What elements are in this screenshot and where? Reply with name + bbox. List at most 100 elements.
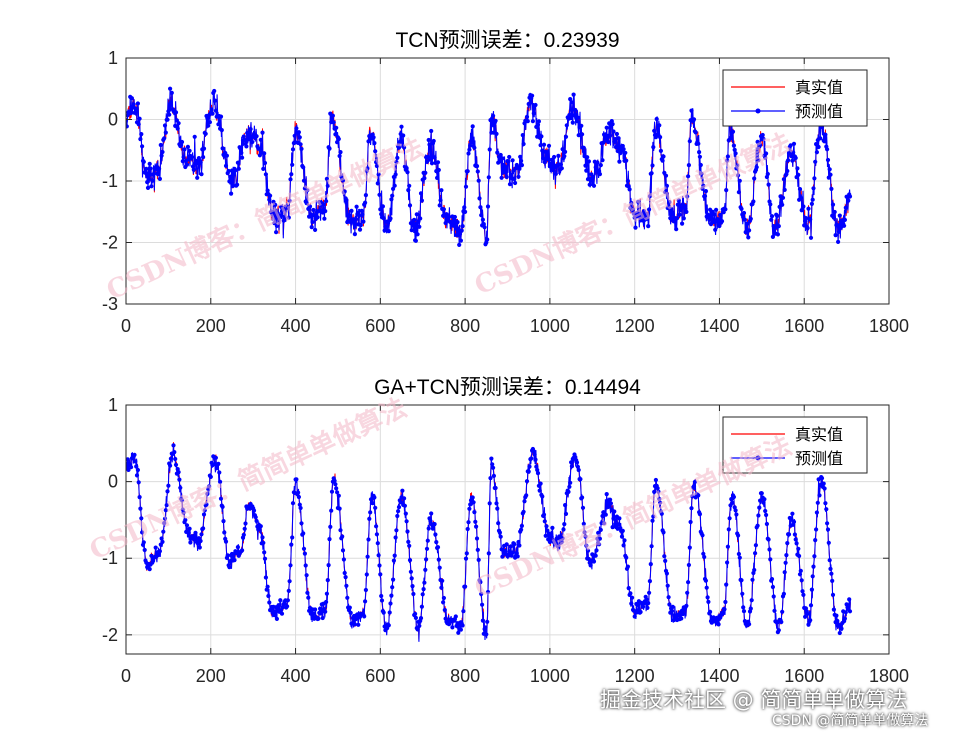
data-point <box>506 159 511 164</box>
data-point <box>801 204 806 209</box>
data-point <box>825 521 830 526</box>
data-point <box>489 456 494 461</box>
data-point <box>797 572 803 577</box>
data-point <box>708 609 713 615</box>
data-point <box>201 146 207 151</box>
data-point <box>374 532 379 537</box>
data-point <box>311 611 316 616</box>
data-point <box>330 113 335 118</box>
data-point <box>263 575 268 580</box>
data-point <box>428 518 433 524</box>
data-point <box>161 529 166 534</box>
data-point <box>650 163 655 168</box>
data-point <box>363 200 368 205</box>
data-point <box>663 558 668 564</box>
data-point <box>266 593 271 599</box>
data-point <box>805 226 810 231</box>
data-point <box>338 528 343 533</box>
data-point <box>621 147 626 152</box>
data-point <box>159 153 164 158</box>
data-point <box>157 549 162 554</box>
data-point <box>353 217 358 222</box>
data-point <box>296 130 301 135</box>
data-point <box>441 207 446 212</box>
data-point <box>596 530 601 536</box>
data-point <box>129 465 134 470</box>
data-point <box>686 163 692 168</box>
data-point <box>157 166 162 171</box>
data-point <box>375 541 380 546</box>
data-point <box>836 229 842 234</box>
data-point <box>367 516 372 522</box>
data-point <box>218 496 224 501</box>
data-point <box>828 172 833 177</box>
data-point <box>290 147 296 152</box>
data-point <box>429 128 434 134</box>
data-point <box>680 611 686 617</box>
data-point <box>608 133 613 138</box>
data-point <box>666 595 671 600</box>
data-point <box>262 550 267 555</box>
data-point <box>847 194 853 199</box>
data-point <box>775 232 781 237</box>
data-point <box>647 579 653 584</box>
data-point <box>613 137 618 142</box>
data-point <box>254 134 259 139</box>
data-point <box>303 563 308 568</box>
data-point <box>207 484 212 489</box>
data-point <box>733 508 738 513</box>
data-point <box>724 582 729 587</box>
data-point <box>739 206 744 211</box>
data-point <box>168 456 173 461</box>
data-point <box>587 182 592 187</box>
data-point <box>188 540 193 545</box>
data-point <box>290 501 296 506</box>
data-point <box>552 154 557 160</box>
data-point <box>441 595 446 601</box>
data-point <box>741 609 747 614</box>
data-point <box>685 590 690 595</box>
data-point <box>480 217 485 222</box>
data-point <box>780 609 785 614</box>
data-point <box>578 477 583 482</box>
data-point <box>163 508 168 513</box>
data-point <box>484 632 489 637</box>
data-point <box>435 175 440 180</box>
data-point <box>514 551 519 556</box>
data-point <box>347 605 352 610</box>
data-point <box>256 527 261 532</box>
data-point <box>644 597 649 602</box>
data-point <box>731 143 737 148</box>
data-point <box>286 215 291 220</box>
x-tick-label: 1200 <box>615 666 655 686</box>
data-point <box>393 535 398 540</box>
data-point <box>287 198 292 203</box>
data-point <box>474 524 479 529</box>
data-point <box>329 508 334 513</box>
data-point <box>163 130 168 135</box>
data-point <box>691 117 697 122</box>
x-tick-label: 1000 <box>530 666 570 686</box>
data-point <box>171 443 176 448</box>
data-point <box>753 543 759 548</box>
x-tick-label: 1200 <box>615 316 655 336</box>
data-point <box>498 534 503 539</box>
data-point <box>176 470 181 475</box>
data-point <box>435 160 441 165</box>
data-point <box>540 148 545 153</box>
data-point <box>756 158 761 163</box>
data-point <box>184 523 190 528</box>
data-point <box>521 141 526 147</box>
data-point <box>697 511 703 517</box>
data-point <box>598 163 603 168</box>
data-point <box>762 497 767 502</box>
data-point <box>809 201 815 206</box>
data-point <box>162 136 167 141</box>
data-point <box>692 479 698 485</box>
data-point <box>524 479 530 484</box>
data-point <box>230 183 235 189</box>
data-point <box>776 628 781 633</box>
data-point <box>510 550 515 555</box>
data-point <box>136 122 141 127</box>
data-point <box>136 480 141 485</box>
